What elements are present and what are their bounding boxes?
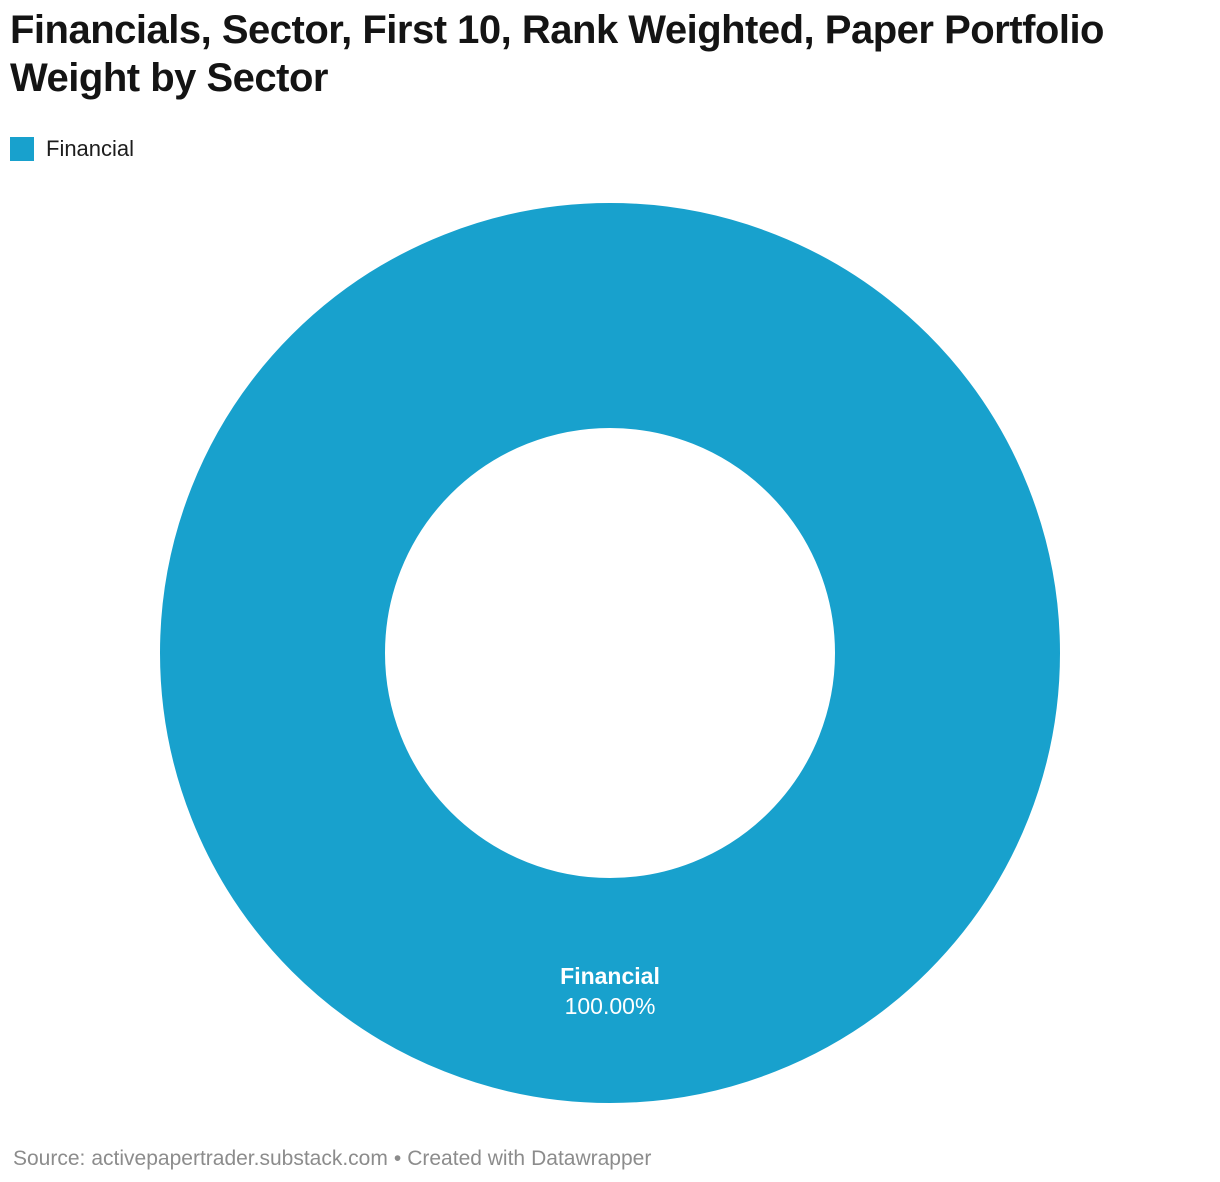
attribution-link[interactable]: Datawrapper (531, 1147, 652, 1170)
donut-slice-financial[interactable] (160, 203, 1060, 1103)
footer-separator: • (393, 1147, 402, 1170)
legend-label-financial: Financial (46, 136, 135, 161)
legend-swatch-financial (10, 137, 34, 161)
source-line: Source: activepapertrader.substack.com •… (13, 1146, 651, 1172)
chart-title: Financials, Sector, First 10, Rank Weigh… (10, 8, 1104, 100)
source-link[interactable]: activepapertrader.substack.com (91, 1147, 388, 1170)
attribution-prefix: Created with (407, 1147, 526, 1170)
source-label: Source: (13, 1147, 86, 1170)
legend: Financial (10, 137, 134, 161)
donut-chart (160, 203, 1060, 1103)
